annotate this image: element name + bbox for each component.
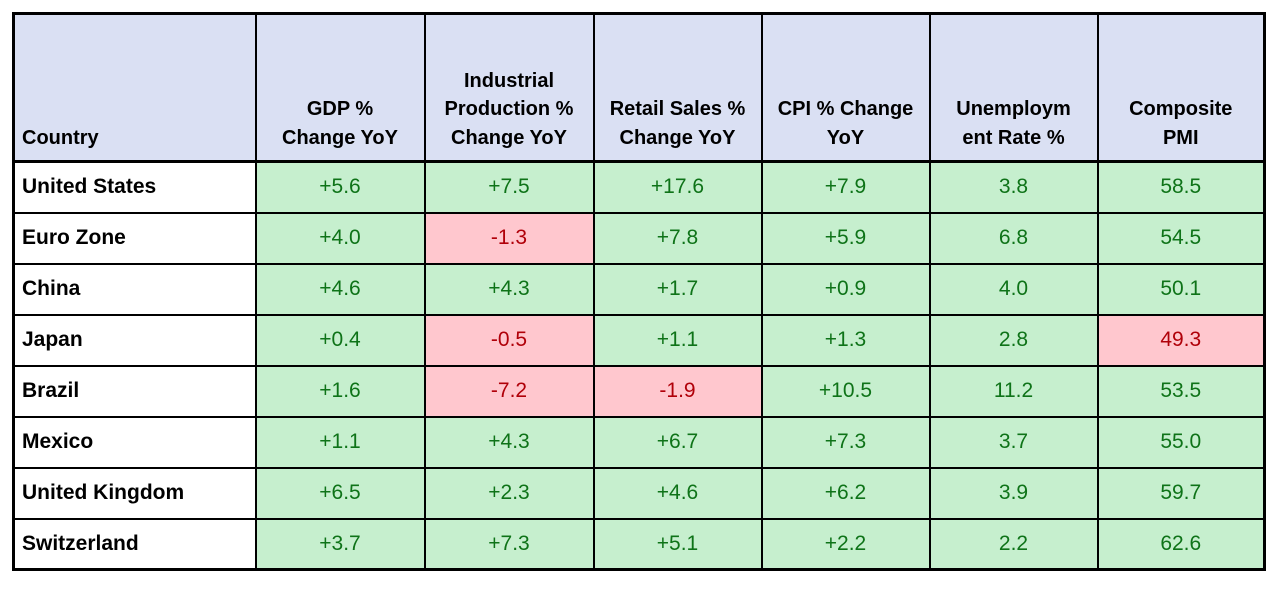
value-cell: +5.9: [760, 211, 931, 265]
value-cell: 4.0: [928, 262, 1099, 316]
value-cell: 49.3: [1096, 313, 1266, 367]
table-row: Brazil +1.6 -7.2 -1.9 +10.5 11.2 53.5: [12, 364, 1266, 418]
value-cell: 54.5: [1096, 211, 1266, 265]
value-cell: +1.6: [254, 364, 426, 418]
column-header: CPI % Change YoY: [760, 12, 931, 163]
value-cell: +5.1: [592, 517, 763, 571]
country-cell: Mexico: [12, 415, 257, 469]
country-cell: Brazil: [12, 364, 257, 418]
value-cell: +6.2: [760, 466, 931, 520]
value-cell: 3.7: [928, 415, 1099, 469]
value-cell: 6.8: [928, 211, 1099, 265]
value-cell: +0.9: [760, 262, 931, 316]
value-cell: +17.6: [592, 160, 763, 214]
value-cell: +1.7: [592, 262, 763, 316]
value-cell: +6.5: [254, 466, 426, 520]
value-cell: +4.0: [254, 211, 426, 265]
table-row: Mexico +1.1 +4.3 +6.7 +7.3 3.7 55.0: [12, 415, 1266, 469]
value-cell: 53.5: [1096, 364, 1266, 418]
value-cell: +4.3: [423, 415, 595, 469]
country-cell: Switzerland: [12, 517, 257, 571]
column-header: Industrial Production % Change YoY: [423, 12, 595, 163]
value-cell: +1.1: [592, 313, 763, 367]
value-cell: +3.7: [254, 517, 426, 571]
table-row: Euro Zone +4.0 -1.3 +7.8 +5.9 6.8 54.5: [12, 211, 1266, 265]
table-row: Switzerland +3.7 +7.3 +5.1 +2.2 2.2 62.6: [12, 517, 1266, 571]
header-row: Country GDP % Change YoY Industrial Produc…: [12, 12, 1266, 163]
value-cell: +6.7: [592, 415, 763, 469]
column-header: Unemploym ent Rate %: [928, 12, 1099, 163]
country-cell: United Kingdom: [12, 466, 257, 520]
value-cell: +7.3: [760, 415, 931, 469]
value-cell: 55.0: [1096, 415, 1266, 469]
value-cell: 50.1: [1096, 262, 1266, 316]
value-cell: -7.2: [423, 364, 595, 418]
value-cell: +4.3: [423, 262, 595, 316]
country-cell: China: [12, 262, 257, 316]
value-cell: -0.5: [423, 313, 595, 367]
value-cell: +2.3: [423, 466, 595, 520]
value-cell: +5.6: [254, 160, 426, 214]
table-row: United Kingdom +6.5 +2.3 +4.6 +6.2 3.9 59.7: [12, 466, 1266, 520]
value-cell: 59.7: [1096, 466, 1266, 520]
economic-indicators-table: Country GDP % Change YoY Industrial Produc…: [12, 12, 1266, 571]
value-cell: -1.3: [423, 211, 595, 265]
table-row: China +4.6 +4.3 +1.7 +0.9 4.0 50.1: [12, 262, 1266, 316]
column-header: Retail Sales % Change YoY: [592, 12, 763, 163]
value-cell: +1.3: [760, 313, 931, 367]
value-cell: +4.6: [592, 466, 763, 520]
table-row: Japan +0.4 -0.5 +1.1 +1.3 2.8 49.3: [12, 313, 1266, 367]
value-cell: +10.5: [760, 364, 931, 418]
value-cell: +4.6: [254, 262, 426, 316]
value-cell: 3.9: [928, 466, 1099, 520]
value-cell: -1.9: [592, 364, 763, 418]
value-cell: +7.8: [592, 211, 763, 265]
country-cell: Euro Zone: [12, 211, 257, 265]
value-cell: +1.1: [254, 415, 426, 469]
value-cell: 11.2: [928, 364, 1099, 418]
column-header: Composite PMI: [1096, 12, 1266, 163]
value-cell: 2.8: [928, 313, 1099, 367]
value-cell: +7.5: [423, 160, 595, 214]
value-cell: +2.2: [760, 517, 931, 571]
column-header-country: Country: [12, 12, 257, 163]
country-cell: United States: [12, 160, 257, 214]
value-cell: 3.8: [928, 160, 1099, 214]
value-cell: 2.2: [928, 517, 1099, 571]
value-cell: +7.9: [760, 160, 931, 214]
value-cell: +7.3: [423, 517, 595, 571]
value-cell: +0.4: [254, 313, 426, 367]
column-header: GDP % Change YoY: [254, 12, 426, 163]
country-cell: Japan: [12, 313, 257, 367]
value-cell: 58.5: [1096, 160, 1266, 214]
value-cell: 62.6: [1096, 517, 1266, 571]
table-row: United States +5.6 +7.5 +17.6 +7.9 3.8 58.5: [12, 160, 1266, 214]
